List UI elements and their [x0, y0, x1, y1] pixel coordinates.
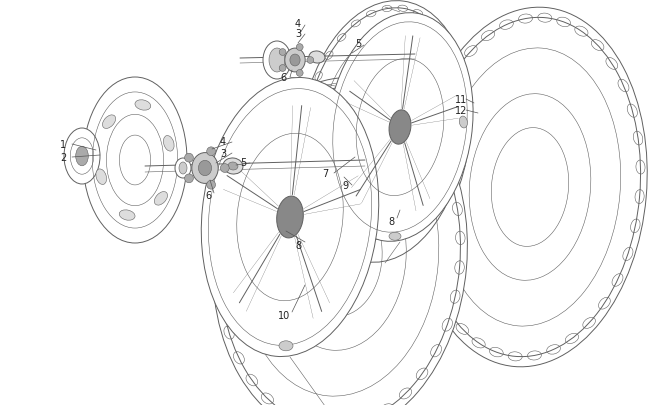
Text: 12: 12 — [455, 106, 467, 116]
Ellipse shape — [207, 181, 216, 190]
Text: 10: 10 — [278, 310, 291, 320]
Ellipse shape — [192, 153, 218, 184]
Ellipse shape — [277, 196, 304, 238]
Ellipse shape — [213, 78, 467, 405]
Ellipse shape — [96, 169, 107, 185]
Ellipse shape — [120, 210, 135, 221]
Ellipse shape — [307, 58, 314, 64]
Ellipse shape — [263, 42, 291, 80]
Ellipse shape — [207, 147, 216, 156]
Text: 5: 5 — [355, 39, 361, 49]
Ellipse shape — [460, 117, 467, 129]
Ellipse shape — [220, 164, 229, 173]
Ellipse shape — [285, 49, 306, 73]
Ellipse shape — [185, 175, 194, 183]
Text: 3: 3 — [220, 149, 226, 159]
Ellipse shape — [75, 147, 88, 166]
Ellipse shape — [155, 192, 168, 206]
Ellipse shape — [327, 14, 473, 242]
Ellipse shape — [202, 78, 379, 357]
Ellipse shape — [175, 159, 191, 179]
Ellipse shape — [163, 136, 174, 152]
Text: 7: 7 — [322, 168, 328, 179]
Ellipse shape — [280, 66, 286, 72]
Ellipse shape — [83, 78, 187, 243]
Ellipse shape — [279, 341, 293, 351]
Text: 4: 4 — [220, 136, 226, 147]
Ellipse shape — [296, 45, 303, 51]
Text: 5: 5 — [240, 158, 246, 168]
Text: 11: 11 — [455, 95, 467, 105]
Text: 6: 6 — [280, 73, 286, 83]
Ellipse shape — [299, 2, 471, 270]
Text: 6: 6 — [205, 190, 211, 200]
Ellipse shape — [389, 233, 401, 241]
Ellipse shape — [185, 154, 194, 163]
Ellipse shape — [198, 161, 212, 176]
Text: 9: 9 — [342, 181, 348, 190]
Text: 1: 1 — [60, 140, 66, 149]
Text: 4: 4 — [295, 19, 301, 29]
Ellipse shape — [290, 55, 300, 67]
Ellipse shape — [309, 52, 325, 64]
Ellipse shape — [223, 159, 243, 175]
Text: 8: 8 — [388, 216, 394, 226]
Ellipse shape — [103, 115, 116, 129]
Text: 2: 2 — [60, 153, 66, 162]
Ellipse shape — [296, 70, 303, 77]
Ellipse shape — [269, 49, 285, 73]
Ellipse shape — [280, 49, 286, 56]
Ellipse shape — [389, 111, 411, 145]
Text: 3: 3 — [295, 29, 301, 39]
Ellipse shape — [179, 162, 187, 175]
Ellipse shape — [228, 162, 238, 171]
Ellipse shape — [135, 100, 151, 111]
Ellipse shape — [64, 129, 100, 185]
Ellipse shape — [413, 8, 647, 367]
Text: 8: 8 — [295, 241, 301, 250]
